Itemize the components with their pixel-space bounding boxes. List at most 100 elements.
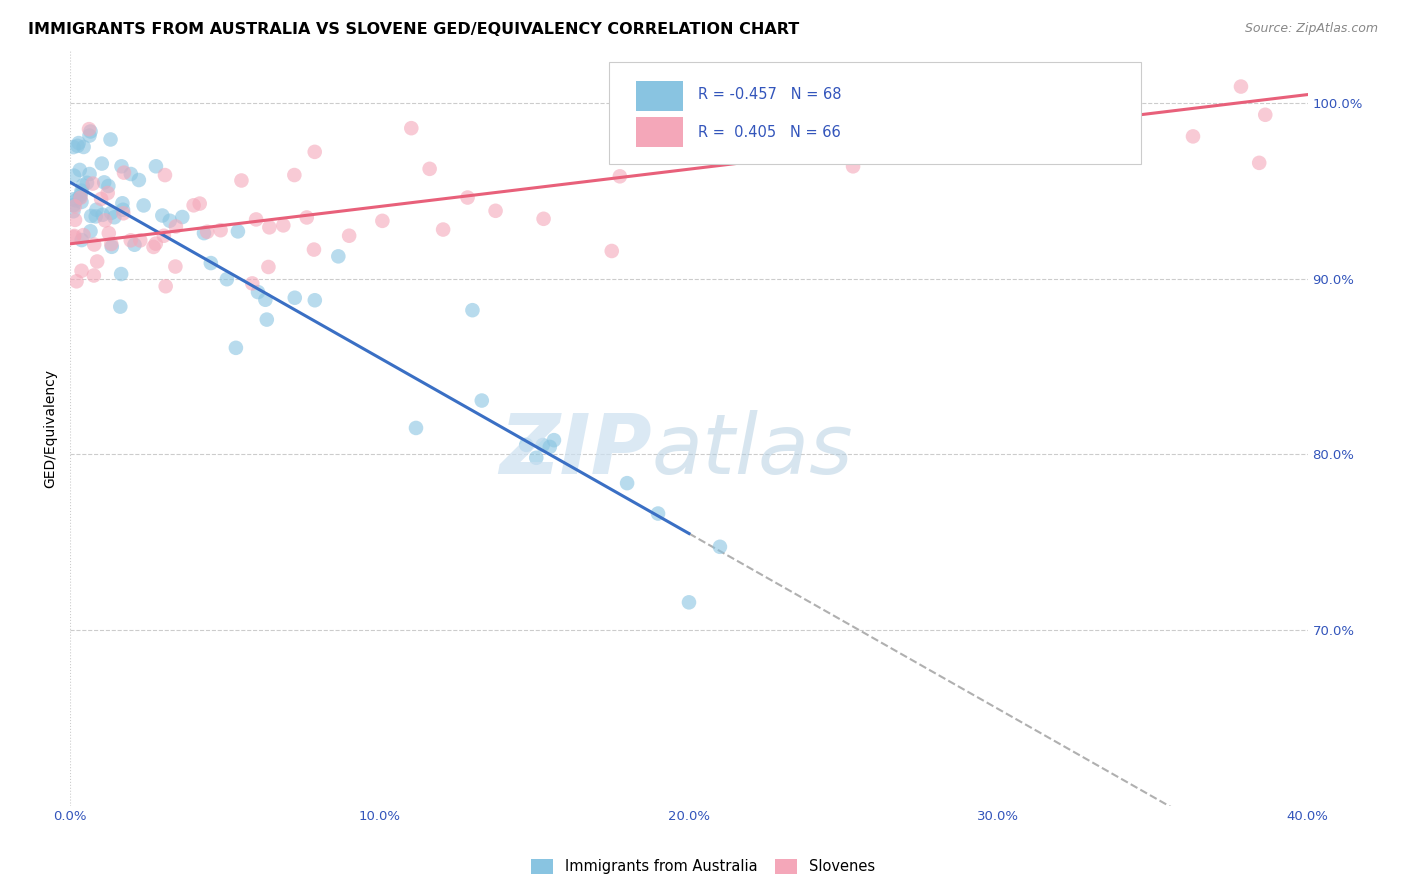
Point — [195, 225, 218, 239]
Point — [257, 260, 280, 274]
Point — [69, 191, 91, 205]
Point — [304, 145, 326, 159]
Point — [79, 128, 101, 143]
Point — [110, 267, 132, 281]
Point — [231, 173, 253, 187]
Point — [93, 175, 115, 189]
Point — [110, 300, 132, 314]
Point — [153, 228, 176, 243]
Point — [246, 285, 269, 299]
Point — [124, 237, 146, 252]
Point — [63, 212, 86, 227]
Point — [69, 187, 91, 202]
Point — [66, 139, 89, 153]
Point — [63, 169, 86, 183]
Text: Source: ZipAtlas.com: Source: ZipAtlas.com — [1244, 22, 1378, 36]
Legend: Immigrants from Australia, Slovenes: Immigrants from Australia, Slovenes — [526, 853, 880, 880]
Point — [100, 206, 122, 220]
Point — [484, 203, 506, 218]
Point — [76, 176, 98, 190]
Point — [65, 274, 87, 288]
Point — [110, 159, 132, 173]
Point — [69, 190, 91, 204]
Point — [273, 219, 295, 233]
Point — [80, 209, 103, 223]
Point — [153, 168, 176, 182]
Point — [72, 140, 94, 154]
Point — [91, 208, 114, 222]
Point — [94, 213, 117, 227]
Point — [1182, 129, 1205, 144]
Point — [183, 198, 205, 212]
Point — [457, 190, 479, 204]
Point — [188, 196, 211, 211]
Point — [283, 168, 305, 182]
FancyBboxPatch shape — [636, 81, 683, 112]
Point — [62, 140, 84, 154]
Point — [103, 211, 125, 225]
Point — [215, 272, 238, 286]
Point — [62, 192, 84, 206]
Point — [63, 199, 86, 213]
FancyBboxPatch shape — [636, 117, 683, 147]
Point — [111, 196, 134, 211]
Text: R =  0.405   N = 66: R = 0.405 N = 66 — [697, 125, 841, 140]
Point — [112, 206, 135, 220]
Point — [159, 213, 181, 227]
Point — [100, 240, 122, 254]
Point — [225, 341, 247, 355]
Point — [79, 224, 101, 238]
Point — [1230, 79, 1253, 94]
Point — [200, 256, 222, 270]
Point — [531, 438, 554, 452]
Point — [97, 226, 120, 240]
Point — [65, 194, 87, 208]
Point — [79, 167, 101, 181]
Point — [787, 124, 810, 138]
Point — [120, 167, 142, 181]
Point — [83, 268, 105, 283]
Point — [100, 132, 122, 146]
Point — [112, 166, 135, 180]
Point — [128, 173, 150, 187]
Text: R = -0.457   N = 68: R = -0.457 N = 68 — [697, 87, 841, 102]
Text: ZIP: ZIP — [499, 410, 652, 491]
Point — [1249, 156, 1271, 170]
Point — [419, 161, 441, 176]
Point — [72, 228, 94, 243]
Point — [70, 184, 93, 198]
Point — [70, 233, 93, 247]
Point — [284, 291, 307, 305]
Point — [155, 279, 177, 293]
Point — [165, 219, 187, 234]
Point — [97, 186, 120, 200]
Point — [461, 303, 484, 318]
Point — [111, 202, 134, 217]
Point — [82, 177, 104, 191]
Point — [405, 421, 427, 435]
Point — [328, 249, 350, 263]
Point — [100, 237, 122, 252]
Point — [83, 237, 105, 252]
Point — [678, 595, 700, 609]
Point — [193, 226, 215, 240]
Point — [538, 440, 561, 454]
Point — [69, 163, 91, 178]
Point — [600, 244, 623, 258]
Point — [371, 214, 394, 228]
Point — [533, 211, 555, 226]
Point — [337, 228, 360, 243]
Point — [699, 138, 721, 153]
Point — [304, 293, 326, 308]
Point — [120, 233, 142, 247]
Point — [145, 159, 167, 173]
Point — [165, 260, 187, 274]
Point — [70, 264, 93, 278]
Point — [79, 124, 101, 138]
Point — [647, 507, 669, 521]
Point — [90, 156, 112, 170]
FancyBboxPatch shape — [609, 62, 1140, 164]
Point — [86, 254, 108, 268]
Point — [145, 236, 167, 251]
Point — [543, 433, 565, 447]
